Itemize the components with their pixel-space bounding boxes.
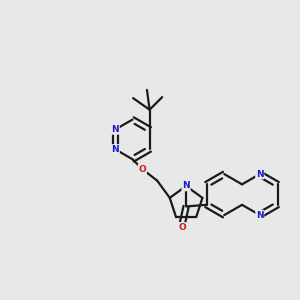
Text: O: O <box>139 165 146 174</box>
Text: N: N <box>256 211 264 220</box>
Text: O: O <box>178 223 186 232</box>
Text: N: N <box>112 125 119 134</box>
Text: N: N <box>182 182 190 190</box>
Text: N: N <box>256 169 264 178</box>
Text: N: N <box>112 145 119 154</box>
